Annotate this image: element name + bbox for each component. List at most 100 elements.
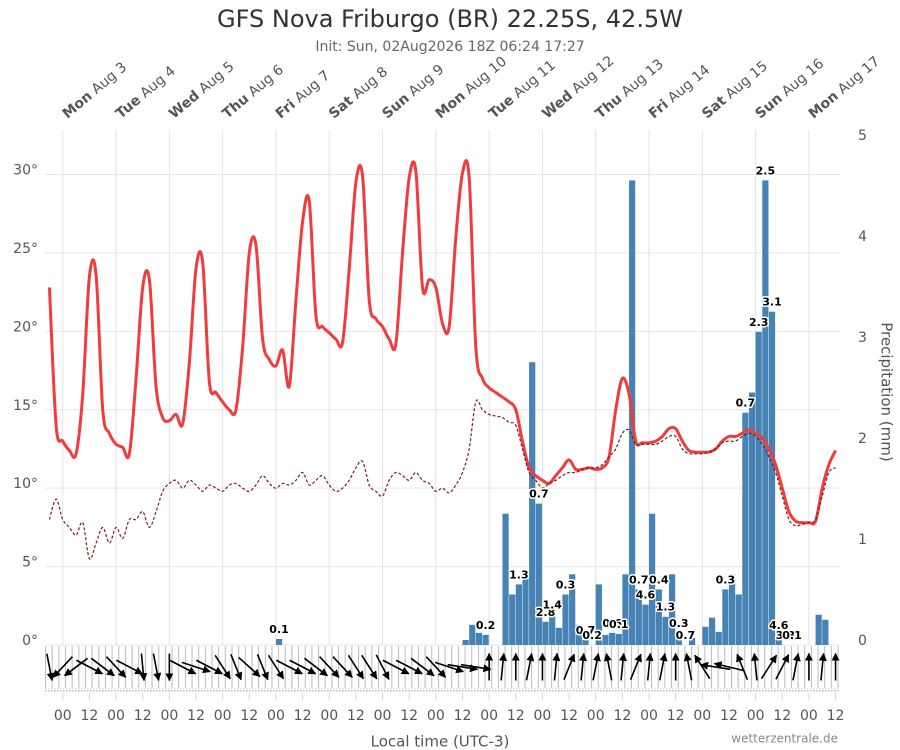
x-tick-label: 00 [267,708,285,724]
precip-bar [569,574,576,645]
precip-label: 0.3 [669,617,689,630]
x-tick-label: 00 [480,708,498,724]
precip-bar [522,574,529,645]
precip-label: 1.3 [656,601,676,614]
wind-arrow [76,659,104,675]
precip-label: 0.7 [736,397,756,410]
wind-arrow [563,653,576,680]
y-tick-label: 5° [22,555,38,571]
y2-tick-label: 2 [858,431,867,447]
precip-label: 0.1 [609,618,629,631]
precip-bar [735,594,742,645]
precip-label: 0.7 [529,488,549,501]
x-tick-label: 12 [613,708,631,724]
wind-arrow [525,652,535,681]
wind-arrow [275,659,303,675]
precip-bar [669,574,676,645]
wind-arrow [63,657,89,677]
wind-arrow [46,653,55,682]
precip-label: 0.4 [649,573,669,586]
wind-arrow [319,656,340,678]
x-tick-label: 00 [107,708,125,724]
wind-arrow [792,652,801,681]
wind-arrow [347,654,365,680]
precip-bar [515,584,522,645]
precip-label: 0.3 [556,579,576,592]
wind-arrow [238,656,261,678]
precip-label: 1.3 [509,568,529,581]
x-tick-label: 00 [534,708,552,724]
x-tick-label: 00 [747,708,765,724]
x-tick-label: 00 [587,708,605,724]
precip-bar [475,632,483,645]
precip-bar [742,412,749,645]
precip-bar [655,589,662,645]
wind-arrow [579,652,587,681]
precip-bar [622,574,629,645]
precip-label: 0.7 [676,629,696,642]
wind-arrow [52,656,73,678]
wind-arrow [713,661,744,672]
x-tick-label: 12 [80,708,98,724]
x-tick-label: 00 [640,708,658,724]
chart-title: GFS Nova Friburgo (BR) 22.25S, 42.5W [217,5,683,33]
wind-arrow [592,652,601,681]
x-tick-label: 00 [320,708,338,724]
x-tick-label: 12 [294,708,312,724]
wind-arrow [447,663,479,673]
precip-bar [642,604,649,645]
precip-bar [549,614,556,645]
wind-arrow [629,653,642,680]
wind-strip [45,646,840,688]
y2-tick-label: 1 [858,532,867,548]
wind-arrow [619,652,627,681]
credit: wetterzentrale.de [731,732,838,746]
wind-arrow [603,652,613,681]
precip-bar [595,584,602,645]
precip-bar [615,633,622,645]
wind-arrow [425,656,447,678]
chart-subtitle: Init: Sun, 02Aug2026 18Z 06:24 17:27 [315,39,584,55]
precip-label: 2.3 [749,316,769,329]
precip-bar [708,617,716,645]
wind-arrow [289,659,317,675]
wind-strip-base [45,688,840,693]
wind-arrow [751,652,759,681]
precip-bar [529,362,536,645]
precip-label: 3.3 [776,629,796,642]
wind-arrow [645,652,654,681]
x-tick-label: 12 [720,708,738,724]
wind-arrow [775,654,790,680]
x-tick-label: 12 [667,708,685,724]
precip-label: 0.6 [602,617,622,630]
precip-bar [688,637,696,645]
precip-label: 0.7 [629,573,649,586]
x-tick-label: 12 [773,708,791,724]
wind-arrow [332,656,353,678]
x-tick-label: 12 [187,708,205,724]
y-tick-label: 15° [13,398,38,414]
precip-label: 2.5 [756,164,776,177]
y-tick-label: 30° [13,163,38,179]
y-tick-label: 20° [13,319,38,335]
wind-arrow [736,653,749,680]
precip-label: 0.7 [576,624,596,637]
precip-bar [722,589,729,645]
wind-arrow [230,654,243,681]
precip-label: 0.1 [782,629,802,642]
wind-arrow [382,659,410,675]
x-tick-label: 00 [374,708,392,724]
wind-arrow [760,654,778,680]
x-tick-label: 00 [160,708,178,724]
wind-arrow [169,659,197,675]
precip-label: 4.6 [636,589,656,602]
precip-bar [535,503,542,645]
precip-bar [482,634,489,645]
precip-bar [635,589,642,645]
precip-bar [702,626,709,645]
precip-label: 0.2 [476,619,496,632]
x-tick-label: 12 [400,708,418,724]
x-tick-label: 00 [693,708,711,724]
y-tick-label: 25° [13,241,38,257]
